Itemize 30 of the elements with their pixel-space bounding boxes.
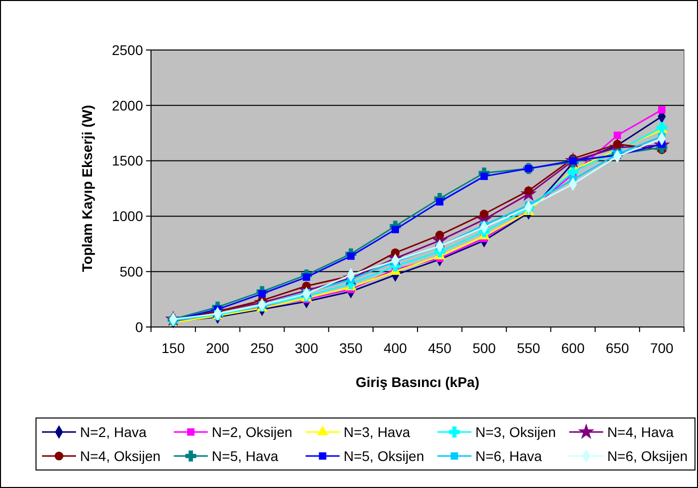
x-tick-label: 600 [561,340,585,356]
x-tick-label: 400 [384,340,408,356]
legend-label: N=2, Hava [80,424,147,440]
y-tick-label: 1500 [112,152,144,169]
x-tick-label: 700 [650,340,674,356]
legend-label: N=2, Oksijen [212,424,292,440]
y-axis-title: Toplam Kayıp Ekserji (W) [79,105,95,272]
legend-label: N=6, Hava [475,448,542,464]
y-tick-label: 500 [120,264,144,280]
legend-label: N=3, Hava [344,424,410,440]
y-tick-label: 2500 [112,42,144,58]
x-tick-label: 650 [606,340,630,356]
y-tick-label: 1000 [112,208,144,224]
y-tick-label: 0 [135,318,144,335]
x-tick-label: 300 [294,340,318,356]
legend-label: N=4, Oksijen [80,448,161,464]
x-tick-label: 350 [339,340,363,356]
y-tick-label: 2000 [112,97,144,114]
x-tick-label: 200 [206,340,230,356]
legend-label: N=3, Oksijen [475,424,556,440]
x-axis-title: Giriş Basıncı (kPa) [356,374,480,390]
x-tick-label: 450 [428,340,452,356]
legend-label: N=5, Hava [212,448,279,464]
legend-label: N=5, Oksijen [344,448,424,464]
x-tick-label: 250 [250,340,274,356]
x-tick-label: 150 [162,340,186,356]
x-tick-label: 500 [472,340,496,356]
x-tick-label: 550 [516,340,540,356]
legend-label: N=6, Oksijen [607,448,688,464]
legend-label: N=4, Hava [607,424,674,440]
